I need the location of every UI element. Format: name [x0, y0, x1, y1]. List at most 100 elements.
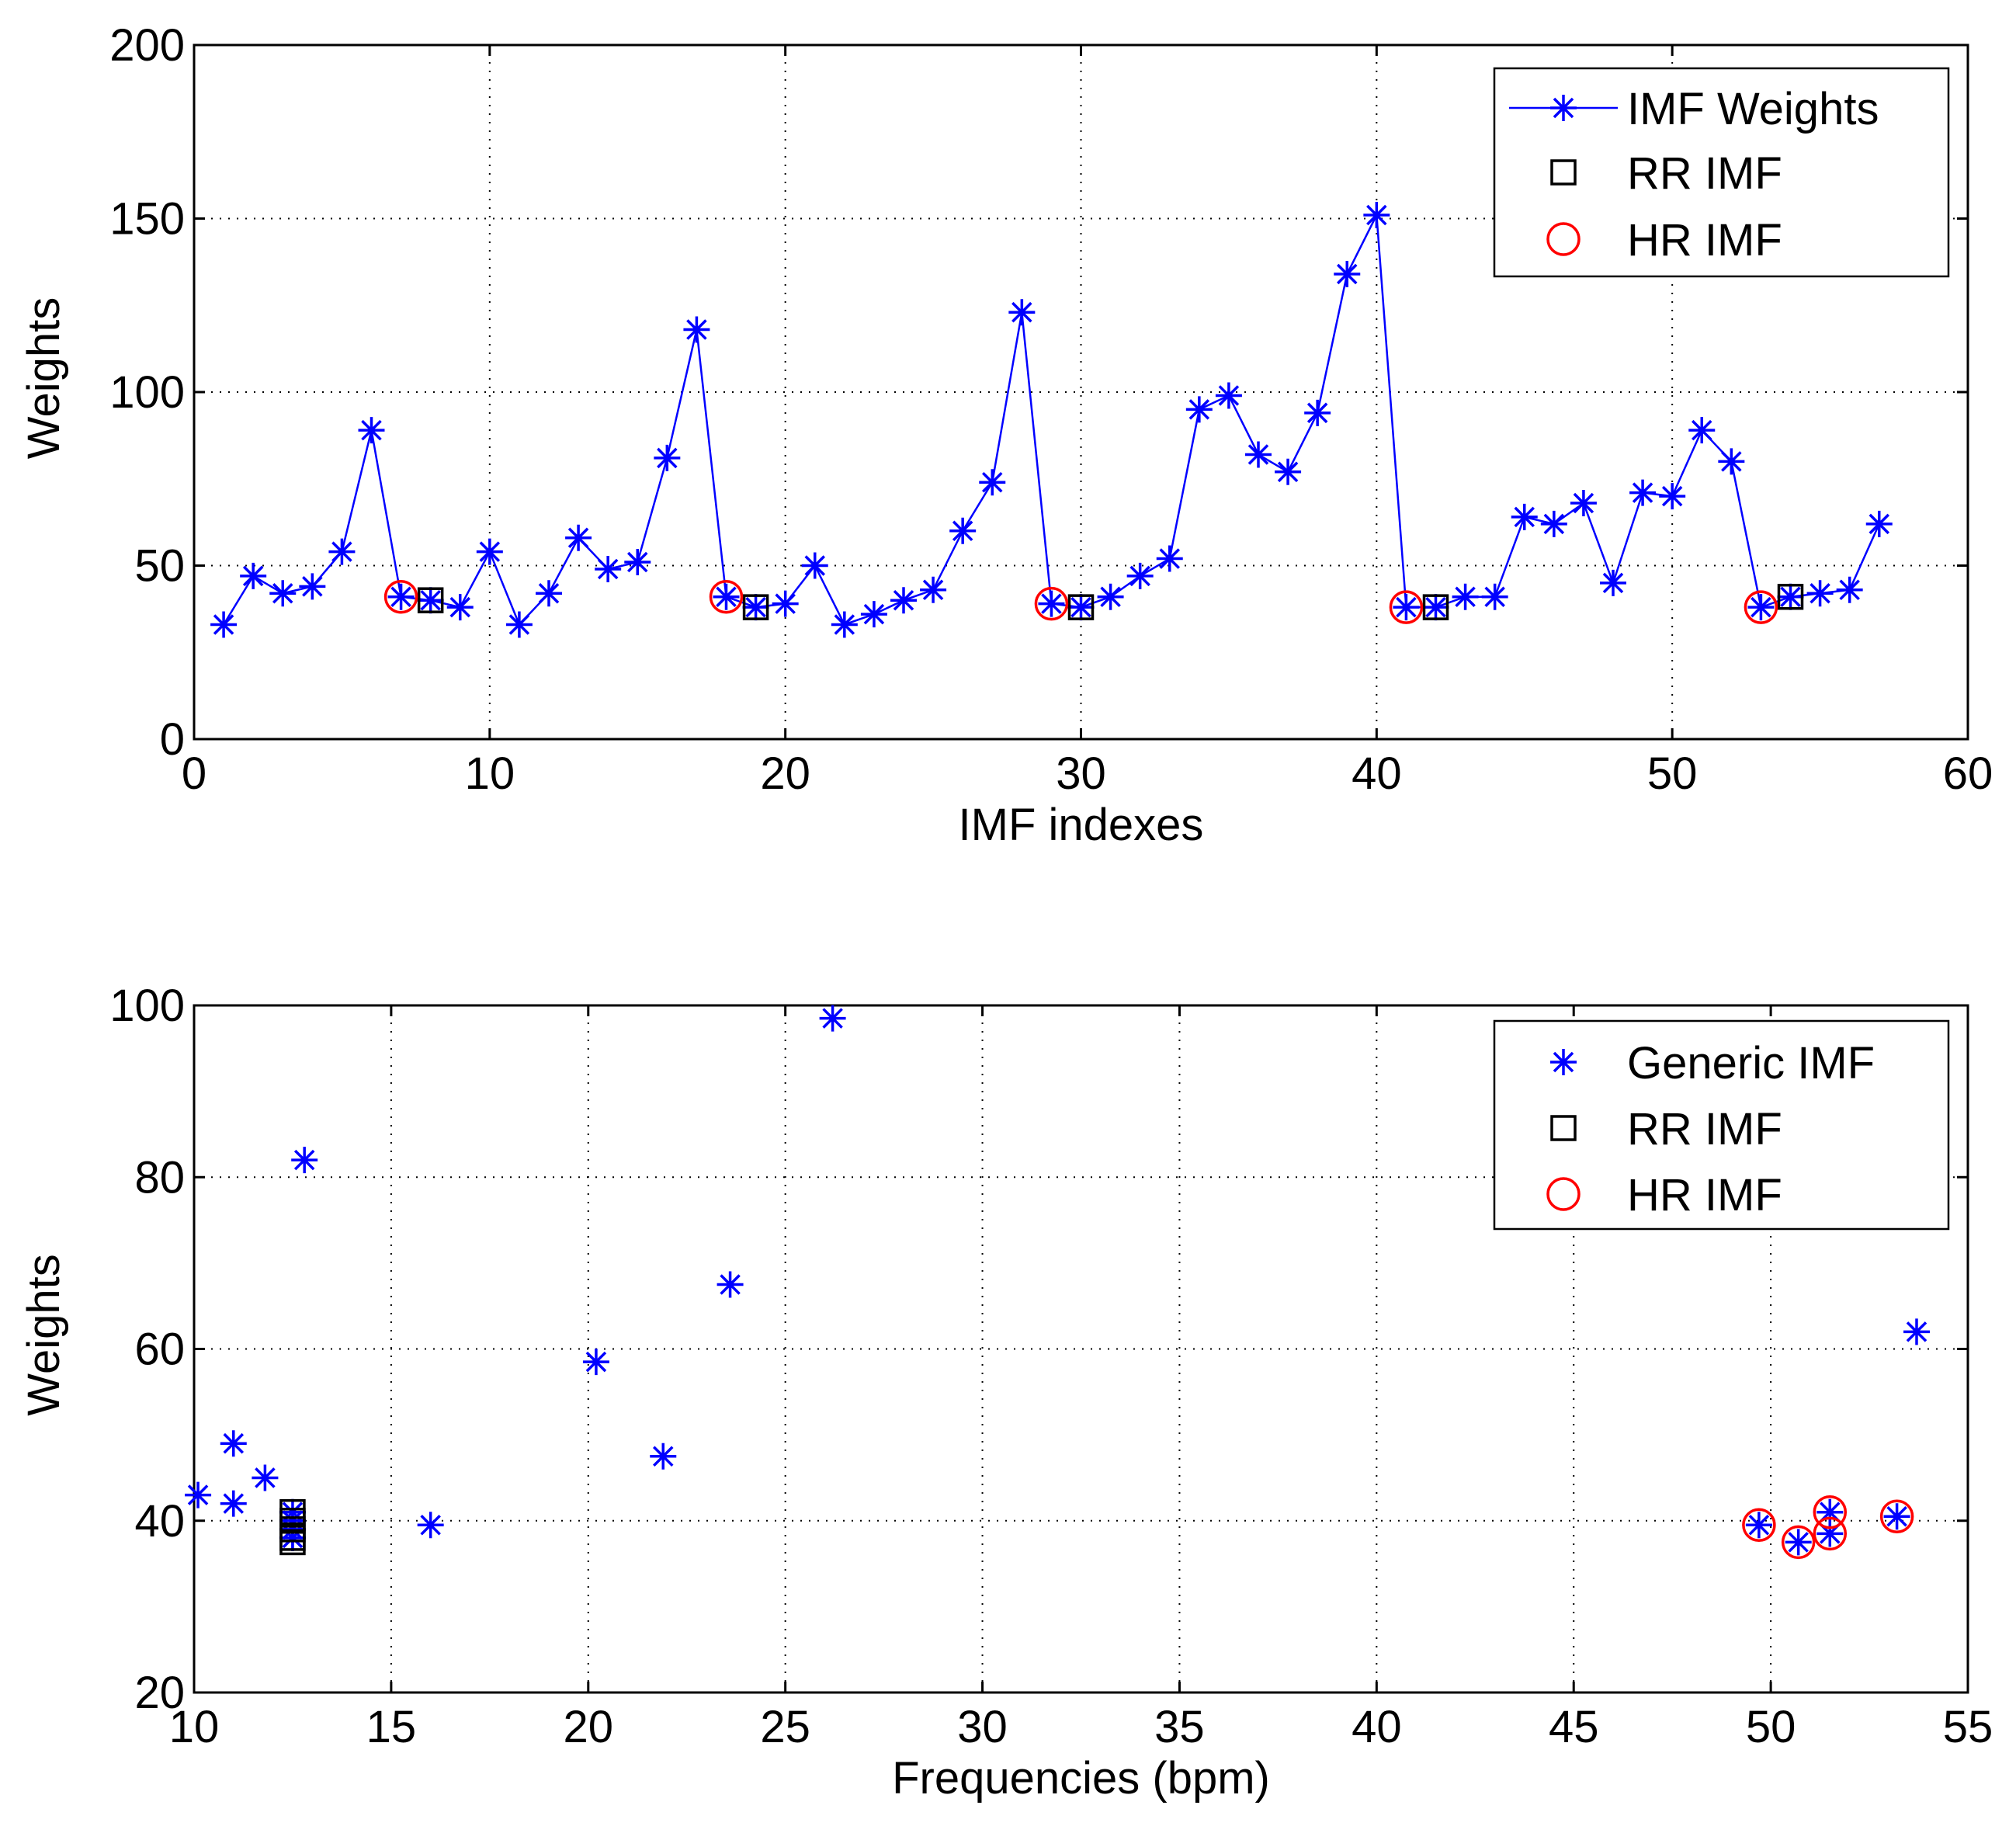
x-tick-label: 10: [169, 1702, 220, 1752]
data-point-star: [1865, 510, 1893, 537]
legend-star: [1550, 1049, 1577, 1075]
data-point-star: [1600, 569, 1626, 596]
axis-ticks: 0 10 20 30 40 50 60 0 50 100 150 200: [109, 20, 1993, 799]
data-point-star: [890, 587, 917, 614]
data-point-star: [1185, 396, 1213, 423]
data-point-star: [801, 552, 828, 579]
rr-imf-marker: [417, 587, 444, 613]
data-point-star: [920, 576, 947, 603]
data-point-star: [713, 583, 740, 610]
x-tick-label: 55: [1943, 1702, 1993, 1752]
x-axis-title: IMF indexes: [959, 800, 1204, 850]
x-tick-label: 0: [182, 748, 206, 799]
data-point-star: [387, 583, 415, 610]
data-point-star: [650, 1443, 677, 1470]
data-point-star: [1745, 1512, 1772, 1539]
data-point-star: [417, 1512, 444, 1539]
data-point-star: [220, 1430, 247, 1457]
data-point-star: [240, 562, 267, 589]
data-point-star: [742, 594, 769, 621]
x-tick-label: 15: [366, 1702, 417, 1752]
y-tick-label: 20: [134, 1668, 185, 1718]
legend-symbol-imf-weights: [1509, 95, 1618, 121]
data-point-star: [299, 573, 326, 600]
legend-label-hr-imf: HR IMF: [1627, 1170, 1782, 1220]
imf-weights-chart: 0 10 20 30 40 50 60 0 50 100 150 200 IMF indexes We…: [19, 20, 1993, 850]
data-point-star: [291, 1147, 318, 1174]
x-tick-label: 30: [957, 1702, 1008, 1752]
hr-imf-marker: [709, 579, 744, 614]
data-point-star: [220, 1490, 247, 1517]
series-layer: [185, 1005, 1930, 1560]
data-point-star: [1718, 448, 1745, 475]
data-point-star: [536, 580, 562, 607]
y-tick-label: 50: [134, 541, 185, 592]
y-axis-title: Weights: [19, 1254, 69, 1415]
data-point-star: [1363, 202, 1390, 229]
y-tick-label: 0: [160, 714, 185, 765]
x-tick-label: 50: [1647, 748, 1698, 799]
data-point-star: [446, 594, 474, 621]
data-point-star: [595, 555, 622, 582]
x-tick-label: 45: [1549, 1702, 1599, 1752]
y-tick-label: 100: [109, 981, 185, 1031]
data-point-star: [476, 538, 503, 565]
legend-circle: [1546, 222, 1581, 256]
rr-imf-marker: [1777, 583, 1804, 610]
y-tick-label: 60: [134, 1324, 185, 1375]
data-point-star: [185, 1481, 212, 1508]
data-point-star: [1785, 1529, 1812, 1556]
legend-symbol-hr-imf: [1546, 222, 1581, 256]
data-point-star: [1688, 417, 1716, 444]
data-point-star: [1777, 583, 1804, 610]
data-point-star: [269, 580, 297, 607]
hr-imf-marker: [383, 579, 418, 614]
x-axis-title: Frequencies (bpm): [892, 1753, 1270, 1804]
data-point-star: [1215, 382, 1242, 409]
data-point-star: [210, 611, 238, 638]
data-point-star: [1126, 562, 1154, 589]
legend-circle: [1546, 1177, 1581, 1211]
data-point-star: [1245, 441, 1272, 468]
hr-imf-marker: [1742, 1508, 1776, 1543]
x-tick-label: 60: [1943, 748, 1993, 799]
series-layer: [210, 202, 1893, 638]
legend-label-imf-weights: IMF Weights: [1627, 84, 1879, 134]
y-tick-label: 200: [109, 20, 185, 71]
data-point-star: [1903, 1318, 1930, 1345]
legend: Generic IMF RR IMF HR IMF: [1493, 1019, 1950, 1231]
data-point-star: [252, 1464, 279, 1491]
data-point-star: [1422, 594, 1449, 621]
x-tick-label: 40: [1352, 748, 1402, 799]
data-point-star: [1816, 1520, 1844, 1547]
data-point-star: [1540, 510, 1567, 537]
data-point-star: [328, 538, 356, 565]
data-point-star: [1334, 261, 1361, 288]
data-point-star: [1304, 399, 1331, 426]
data-point-star: [683, 316, 710, 343]
x-tick-label: 30: [1056, 748, 1106, 799]
x-tick-label: 20: [564, 1702, 614, 1752]
legend-symbol-rr-imf: [1550, 1115, 1577, 1141]
data-point-star: [1275, 458, 1302, 485]
data-point-star: [1067, 594, 1095, 621]
data-point-star: [1008, 299, 1036, 326]
data-point-star: [582, 1349, 609, 1376]
data-point-star: [1097, 583, 1124, 610]
data-point-star: [624, 549, 651, 576]
data-point-star: [358, 417, 385, 444]
data-point-star: [1481, 583, 1508, 610]
data-point-star: [505, 611, 533, 638]
rr-imf-marker: [1067, 594, 1095, 620]
legend-star: [1550, 95, 1577, 121]
data-point-star: [1511, 503, 1538, 530]
y-tick-label: 150: [109, 194, 185, 245]
legend-symbol-hr-imf: [1546, 1177, 1581, 1211]
data-point-star: [1816, 1498, 1844, 1526]
hr-imf-marker: [1879, 1499, 1914, 1533]
y-tick-label: 80: [134, 1152, 185, 1203]
data-point-star: [1156, 545, 1183, 572]
data-point-star: [1393, 594, 1420, 621]
hr-imf-marker: [1034, 586, 1069, 621]
